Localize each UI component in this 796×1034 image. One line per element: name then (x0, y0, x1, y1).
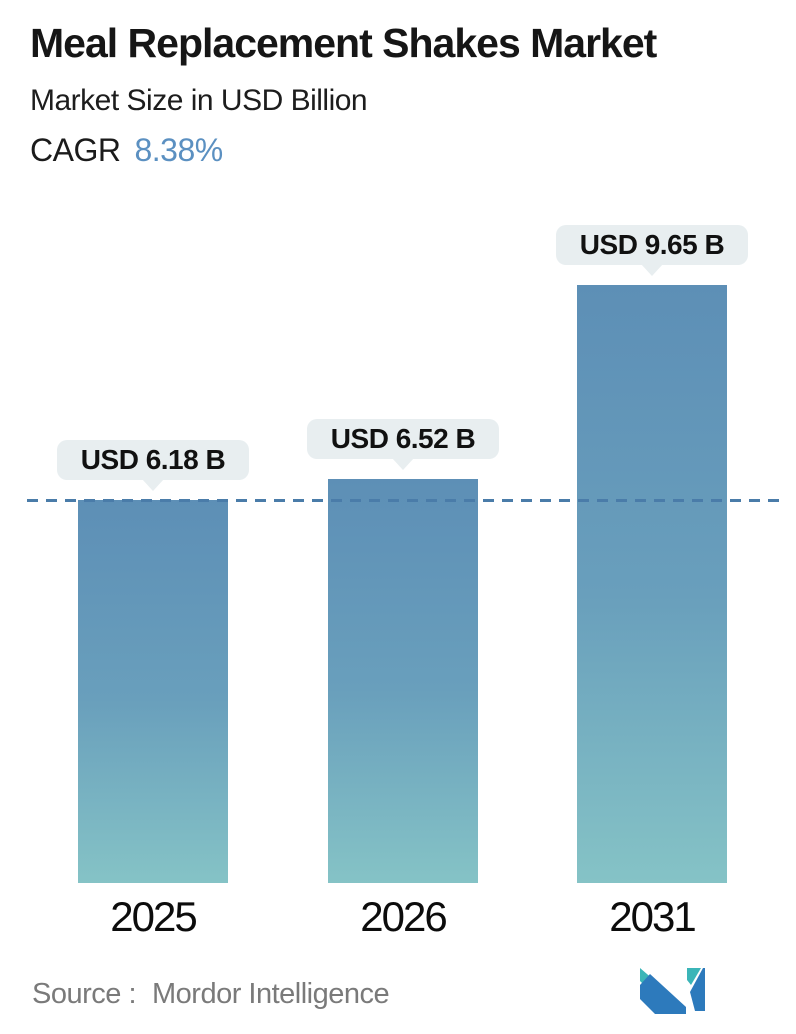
bar-group-2031: USD 9.65 B (527, 200, 777, 883)
bar-group-2025: USD 6.18 B (28, 200, 278, 883)
bar-2031 (577, 285, 727, 883)
cagr-row: CAGR 8.38% (30, 132, 223, 169)
cagr-value: 8.38% (134, 132, 223, 168)
x-tick-2025: 2025 (110, 893, 197, 940)
value-label: USD 6.18 B (57, 440, 249, 480)
bar-chart: USD 6.18 B USD 6.52 B USD 9.65 B (0, 200, 796, 883)
x-axis: 2025 2026 2031 (0, 893, 796, 943)
bar-group-2026: USD 6.52 B (278, 200, 528, 883)
bar-2026 (328, 479, 478, 883)
logo-blue-band (640, 974, 686, 1014)
value-callout: USD 9.65 B (556, 225, 748, 276)
value-callout: USD 6.52 B (307, 419, 499, 470)
logo-teal-wedge (687, 968, 701, 985)
value-label: USD 9.65 B (556, 225, 748, 265)
value-label: USD 6.52 B (307, 419, 499, 459)
page-title: Meal Replacement Shakes Market (30, 20, 657, 66)
callout-pointer-icon (392, 458, 414, 470)
mordor-intelligence-logo (640, 968, 705, 1014)
reference-dashed-line (27, 499, 781, 502)
x-tick-2026: 2026 (360, 893, 447, 940)
value-callout: USD 6.18 B (57, 440, 249, 491)
callout-pointer-icon (142, 479, 164, 491)
chart-subtitle: Market Size in USD Billion (30, 84, 368, 117)
source-value: Mordor Intelligence (152, 978, 390, 1010)
logo-blue-stroke (690, 968, 705, 1011)
callout-pointer-icon (641, 264, 663, 276)
source-label: Source : (32, 978, 137, 1010)
cagr-label: CAGR (30, 132, 121, 168)
x-tick-2031: 2031 (609, 893, 696, 940)
bar-2025 (78, 500, 228, 883)
source-attribution: Source : Mordor Intelligence (32, 978, 390, 1011)
